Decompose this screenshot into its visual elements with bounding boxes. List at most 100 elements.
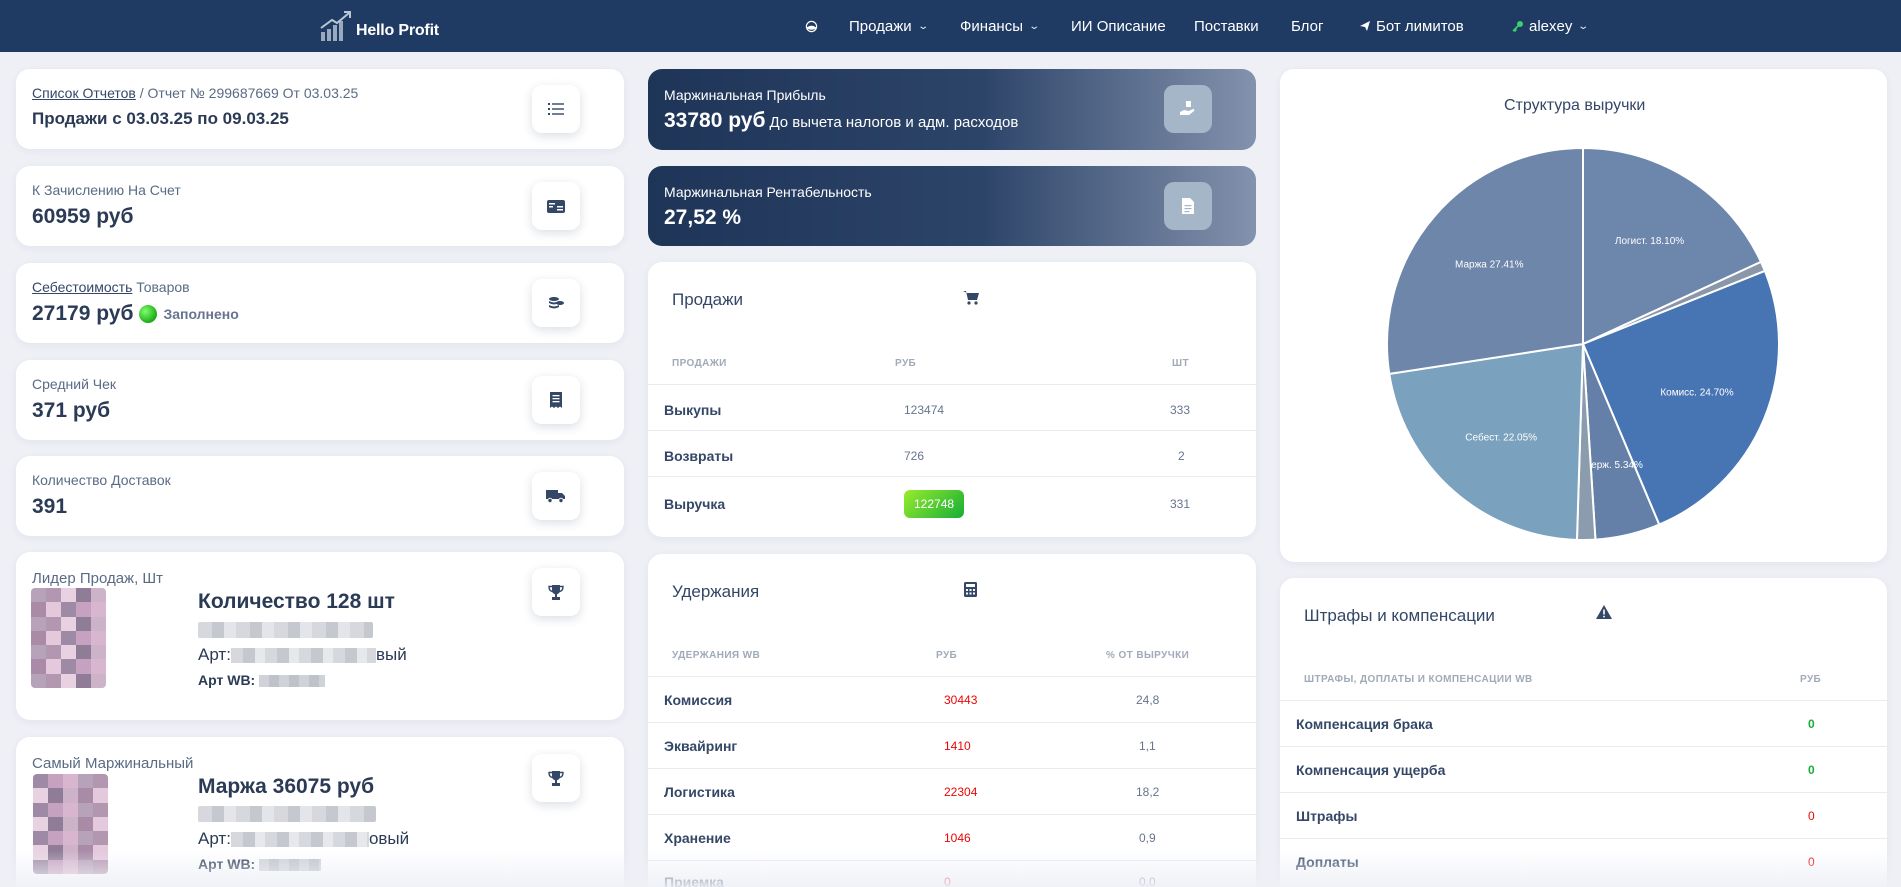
pie-slice[interactable] [1581, 269, 1780, 526]
nav-finance-label: Финансы [960, 17, 1023, 35]
avg-check-label: Средний Чек [32, 376, 117, 392]
margin-profit-card: Маржинальная Прибыль 33780 руб До вычета … [648, 69, 1256, 150]
fine-row-name: Компенсация брака [1296, 716, 1433, 732]
money-check-icon [547, 199, 565, 213]
sales-row-qty: 331 [1170, 497, 1191, 511]
deductions-title: Удержания [672, 582, 760, 601]
sales-row-qty: 2 [1178, 449, 1185, 463]
logo[interactable]: Hello Profit [320, 10, 439, 42]
fine-row-rub: 0 [1808, 855, 1815, 869]
divider [648, 430, 1256, 431]
top-margin-artwb-label: Арт WB: [198, 856, 256, 872]
divider [1280, 792, 1887, 793]
report-period: Продажи с 03.03.25 по 09.03.25 [32, 109, 289, 128]
user-menu[interactable]: alexey ⌄ [1512, 17, 1590, 35]
deduction-row-name: Приемка [664, 874, 724, 887]
theme-toggle[interactable] [805, 0, 818, 52]
logo-text: Hello Profit [356, 22, 439, 39]
sales-row-qty: 333 [1170, 403, 1191, 417]
leader-product-name-redacted [198, 622, 373, 638]
nav-limits-bot[interactable]: Бот лимитов [1359, 18, 1464, 35]
deduction-row-rub: 22304 [944, 785, 978, 799]
payout-card: К Зачислению На Счет 60959 руб [16, 166, 624, 246]
leader-card: Лидер Продаж, Шт Количество 128 шт Арт: в… [16, 552, 624, 720]
trophy-icon [548, 584, 564, 600]
divider [1280, 746, 1887, 747]
leader-trophy-button [532, 568, 580, 616]
document-icon-box [1164, 182, 1212, 230]
sales-row-rub: 123474 [904, 403, 945, 417]
chevron-down-icon: ⌄ [916, 20, 929, 32]
receipt-icon-button [532, 376, 580, 424]
deductions-header-pct: % ОТ ВЫРУЧКИ [1106, 650, 1190, 661]
receipt-icon [550, 392, 562, 408]
nav-ai-description[interactable]: ИИ Описание [1071, 17, 1166, 35]
logo-chart-icon [320, 11, 351, 41]
nav-finance[interactable]: Финансы ⌄ [960, 17, 1041, 35]
top-margin-art-suffix: овый [368, 829, 410, 848]
deduction-row-name: Логистика [664, 784, 735, 800]
deduction-row-rub: 0 [944, 875, 951, 887]
margin-profit-value: 33780 руб [664, 109, 766, 132]
telegram-icon [1360, 21, 1370, 31]
top-margin-product-name-redacted [198, 806, 376, 822]
pie-slice[interactable] [1388, 342, 1585, 541]
nav-limits-bot-label: Бот лимитов [1376, 17, 1464, 35]
list-icon [548, 103, 564, 115]
revenue-structure-card: Структура выручки Логист. 18.10% Комисс. … [1280, 69, 1887, 562]
deductions-header-rub: РУБ [936, 650, 958, 661]
leader-art-suffix: вый [375, 645, 407, 664]
pie-slice-label: Себест. 22.05% [1465, 431, 1537, 443]
sales-table-card: Продажи ПРОДАЖИ РУБ ШТ Выкупы 123474 333… [648, 262, 1256, 537]
deduction-row-pct: 0,9 [1139, 831, 1156, 845]
pie-slice-label: Удерж. 5.34% [1580, 460, 1643, 471]
nav-supplies[interactable]: Поставки [1194, 17, 1259, 35]
deductions-table-card: Удержания УДЕРЖАНИЯ WB РУБ % ОТ ВЫРУЧКИ … [648, 554, 1256, 887]
divider [648, 384, 1256, 385]
chevron-down-icon: ⌄ [1577, 20, 1590, 32]
trophy-icon [548, 770, 564, 786]
sales-header-rub: РУБ [895, 358, 917, 369]
cart-icon [963, 291, 979, 305]
revenue-pie-chart: Логист. 18.10% Комисс. 24.70% Удерж. 5.34%… [1386, 146, 1780, 541]
reports-list-link[interactable]: Список Отчетов [32, 85, 136, 101]
leader-product-image[interactable] [31, 588, 106, 688]
margin-profit-note: До вычета налогов и адм. расходов [769, 114, 1019, 131]
sales-row-rub: 726 [904, 449, 925, 463]
top-navbar: Hello Profit Продажи ⌄ Финансы ⌄ ИИ Описан… [0, 0, 1901, 52]
deduction-row-rub: 1046 [944, 831, 971, 845]
pie-slice-label: Комисс. 24.70% [1660, 387, 1733, 398]
top-margin-title: Самый Маржинальный [32, 755, 194, 772]
deduction-row-rub: 1410 [944, 739, 971, 753]
leader-quantity: Количество 128 шт [198, 590, 395, 613]
pie-slice[interactable] [1386, 146, 1584, 376]
coins-icon [549, 297, 564, 309]
list-button[interactable] [532, 85, 580, 133]
pie-slice[interactable] [1582, 146, 1763, 346]
fine-row-rub: 0 [1808, 809, 1815, 823]
calculator-icon [964, 582, 977, 597]
leader-art-label: Арт: [198, 645, 231, 664]
pie-slice-label: Логист. 18.10% [1615, 236, 1684, 247]
report-reference: / Отчет № 299687669 От 03.03.25 [135, 85, 359, 101]
fine-row-name: Доплаты [1296, 854, 1359, 870]
nav-sales[interactable]: Продажи ⌄ [849, 18, 929, 35]
sales-title: Продажи [672, 290, 743, 309]
chevron-down-icon: ⌄ [1028, 20, 1041, 32]
sales-row-name: Выручка [664, 496, 726, 512]
cost-card: Себестоимость Товаров 27179 руб Заполнен… [16, 263, 624, 343]
divider [1280, 838, 1887, 839]
divider [648, 676, 1256, 677]
divider [1280, 700, 1887, 701]
deduction-row-pct: 1,1 [1139, 739, 1156, 753]
theme-icon [805, 20, 818, 32]
top-margin-product-image[interactable] [33, 774, 108, 874]
fines-table-card: Штрафы и компенсации ШТРАФЫ, ДОПЛАТЫ И К… [1280, 578, 1887, 887]
margin-profit-label: Маржинальная Прибыль [664, 87, 826, 103]
user-name: alexey [1529, 17, 1573, 35]
truck-icon [546, 490, 565, 503]
nav-blog[interactable]: Блог [1291, 17, 1324, 35]
cost-label-rest: Товаров [132, 279, 190, 295]
cost-link[interactable]: Себестоимость [32, 279, 133, 295]
payout-value: 60959 руб [32, 205, 134, 228]
